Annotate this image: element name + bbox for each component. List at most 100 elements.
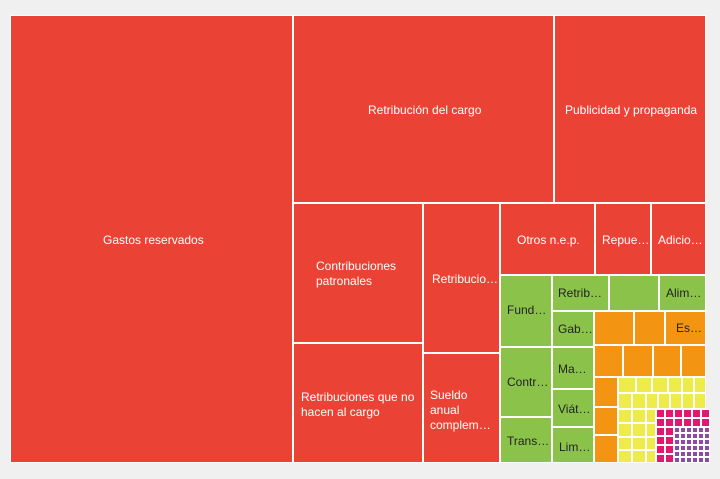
treemap-cell-tiny[interactable] (674, 445, 680, 451)
treemap-cell-tiny[interactable] (618, 437, 632, 450)
treemap-cell-retribu[interactable]: Retribu… (552, 275, 609, 311)
treemap-cell-tiny[interactable] (692, 433, 698, 439)
treemap-cell-trans[interactable]: Trans… (500, 417, 552, 463)
treemap-cell-tiny[interactable] (646, 423, 656, 437)
treemap-cell-viati[interactable]: Viáti… (552, 389, 594, 427)
treemap-cell-tiny[interactable] (704, 445, 710, 451)
treemap-cell-tiny[interactable] (692, 445, 698, 451)
treemap-cell-retribuciones-no-cargo[interactable]: Retribuciones que no hacen al cargo (293, 343, 423, 463)
treemap-cell-tiny[interactable] (670, 393, 682, 409)
treemap-cell-tiny[interactable] (656, 418, 665, 427)
treemap-cell-tiny[interactable] (665, 445, 674, 454)
treemap-cell-tiny[interactable] (680, 451, 686, 457)
treemap-cell-tiny[interactable] (646, 409, 656, 423)
treemap-cell-tiny[interactable] (674, 409, 683, 418)
treemap-cell-funda[interactable]: Funda… (500, 275, 552, 347)
treemap-cell-alim[interactable]: Alim… (659, 275, 706, 311)
treemap-cell-tiny[interactable] (632, 450, 646, 463)
treemap-cell-sueldo-anual[interactable]: Sueldo anual compleme… (423, 353, 500, 463)
treemap-cell-small[interactable] (634, 311, 665, 345)
treemap-cell-small[interactable] (594, 311, 634, 345)
treemap-cell-tiny[interactable] (686, 445, 692, 451)
treemap-cell-man[interactable]: Man… (552, 347, 594, 389)
treemap-cell-tiny[interactable] (680, 445, 686, 451)
treemap-cell-tiny[interactable] (665, 418, 674, 427)
treemap-cell-tiny[interactable] (701, 409, 710, 418)
treemap-cell-tiny[interactable] (674, 433, 680, 439)
treemap-cell-small[interactable] (594, 407, 618, 435)
treemap-cell-tiny[interactable] (665, 427, 674, 436)
treemap-cell-tiny[interactable] (704, 427, 710, 433)
treemap-cell-tiny[interactable] (698, 439, 704, 445)
treemap-cell-tiny[interactable] (674, 427, 680, 433)
treemap-cell-lim[interactable]: Lim… (552, 427, 594, 463)
treemap-cell-tiny[interactable] (694, 377, 706, 393)
treemap-cell-tiny[interactable] (632, 437, 646, 450)
treemap-cell-tiny[interactable] (680, 433, 686, 439)
treemap-cell-tiny[interactable] (704, 433, 710, 439)
treemap-cell-tiny[interactable] (686, 457, 692, 463)
treemap-cell-tiny[interactable] (618, 393, 632, 409)
treemap-cell-tiny[interactable] (683, 418, 692, 427)
treemap-cell-est[interactable]: Est… (665, 311, 706, 345)
treemap-cell-repue[interactable]: Repue… (595, 203, 651, 275)
treemap-cell-tiny[interactable] (636, 377, 652, 393)
treemap-cell-tiny[interactable] (692, 457, 698, 463)
treemap-cell-tiny[interactable] (668, 377, 682, 393)
treemap-cell-tiny[interactable] (698, 451, 704, 457)
treemap-cell-tiny[interactable] (698, 457, 704, 463)
treemap-cell-small[interactable] (653, 345, 681, 377)
treemap-cell-tiny[interactable] (618, 377, 636, 393)
treemap-cell-tiny[interactable] (632, 409, 646, 423)
treemap-cell-tiny[interactable] (646, 450, 656, 463)
treemap-cell-tiny[interactable] (686, 439, 692, 445)
treemap-cell-tiny[interactable] (704, 451, 710, 457)
treemap-cell-tiny[interactable] (698, 445, 704, 451)
treemap-cell-tiny[interactable] (674, 457, 680, 463)
treemap-cell-tiny[interactable] (656, 427, 665, 436)
treemap-cell-tiny[interactable] (701, 418, 710, 427)
treemap-cell-tiny[interactable] (692, 427, 698, 433)
treemap-cell-tiny[interactable] (704, 457, 710, 463)
treemap-cell-tiny[interactable] (692, 418, 701, 427)
treemap-cell-tiny[interactable] (646, 393, 658, 409)
treemap-cell-small[interactable] (594, 435, 618, 463)
treemap-cell-tiny[interactable] (665, 409, 674, 418)
treemap-cell-tiny[interactable] (680, 457, 686, 463)
treemap-cell-small[interactable] (594, 377, 618, 407)
treemap-cell-gastos-reservados[interactable]: Gastos reservados (10, 15, 293, 463)
treemap-cell-contribuciones-patronales[interactable]: Contribuciones patronales (293, 203, 423, 343)
treemap-cell-tiny[interactable] (674, 439, 680, 445)
treemap-cell-tiny[interactable] (618, 409, 632, 423)
treemap-cell-tiny[interactable] (658, 393, 670, 409)
treemap-cell-tiny[interactable] (694, 393, 706, 409)
treemap-cell-tiny[interactable] (632, 423, 646, 437)
treemap-cell-tiny[interactable] (704, 439, 710, 445)
treemap-cell-tiny[interactable] (692, 451, 698, 457)
treemap-cell-tiny[interactable] (646, 437, 656, 450)
treemap-cell-tiny[interactable] (665, 436, 674, 445)
treemap-cell-tiny[interactable] (680, 439, 686, 445)
treemap-cell-tiny[interactable] (682, 377, 694, 393)
treemap-cell-retribucio[interactable]: Retribucio… (423, 203, 500, 353)
treemap-cell-small[interactable] (594, 345, 623, 377)
treemap-cell-tiny[interactable] (680, 427, 686, 433)
treemap-cell-tiny[interactable] (698, 427, 704, 433)
treemap-cell-small[interactable] (681, 345, 706, 377)
treemap-cell-tiny[interactable] (692, 409, 701, 418)
treemap-cell-tiny[interactable] (656, 445, 665, 454)
treemap-cell-tiny[interactable] (686, 427, 692, 433)
treemap-cell-tiny[interactable] (656, 436, 665, 445)
treemap-cell-small[interactable] (623, 345, 653, 377)
treemap-cell-otros-nep[interactable]: Otros n.e.p. (500, 203, 595, 275)
treemap-cell-adicio[interactable]: Adicio… (651, 203, 706, 275)
treemap-cell-green-unlabeled[interactable] (609, 275, 659, 311)
treemap-cell-contr[interactable]: Contr… (500, 347, 552, 417)
treemap-cell-tiny[interactable] (674, 418, 683, 427)
treemap-cell-tiny[interactable] (686, 433, 692, 439)
treemap-cell-tiny[interactable] (686, 451, 692, 457)
treemap-cell-retribucion-del-cargo[interactable]: Retribución del cargo (293, 15, 554, 203)
treemap-cell-tiny[interactable] (674, 451, 680, 457)
treemap-cell-publicidad-propaganda[interactable]: Publicidad y propaganda (554, 15, 706, 203)
treemap-cell-tiny[interactable] (656, 454, 665, 463)
